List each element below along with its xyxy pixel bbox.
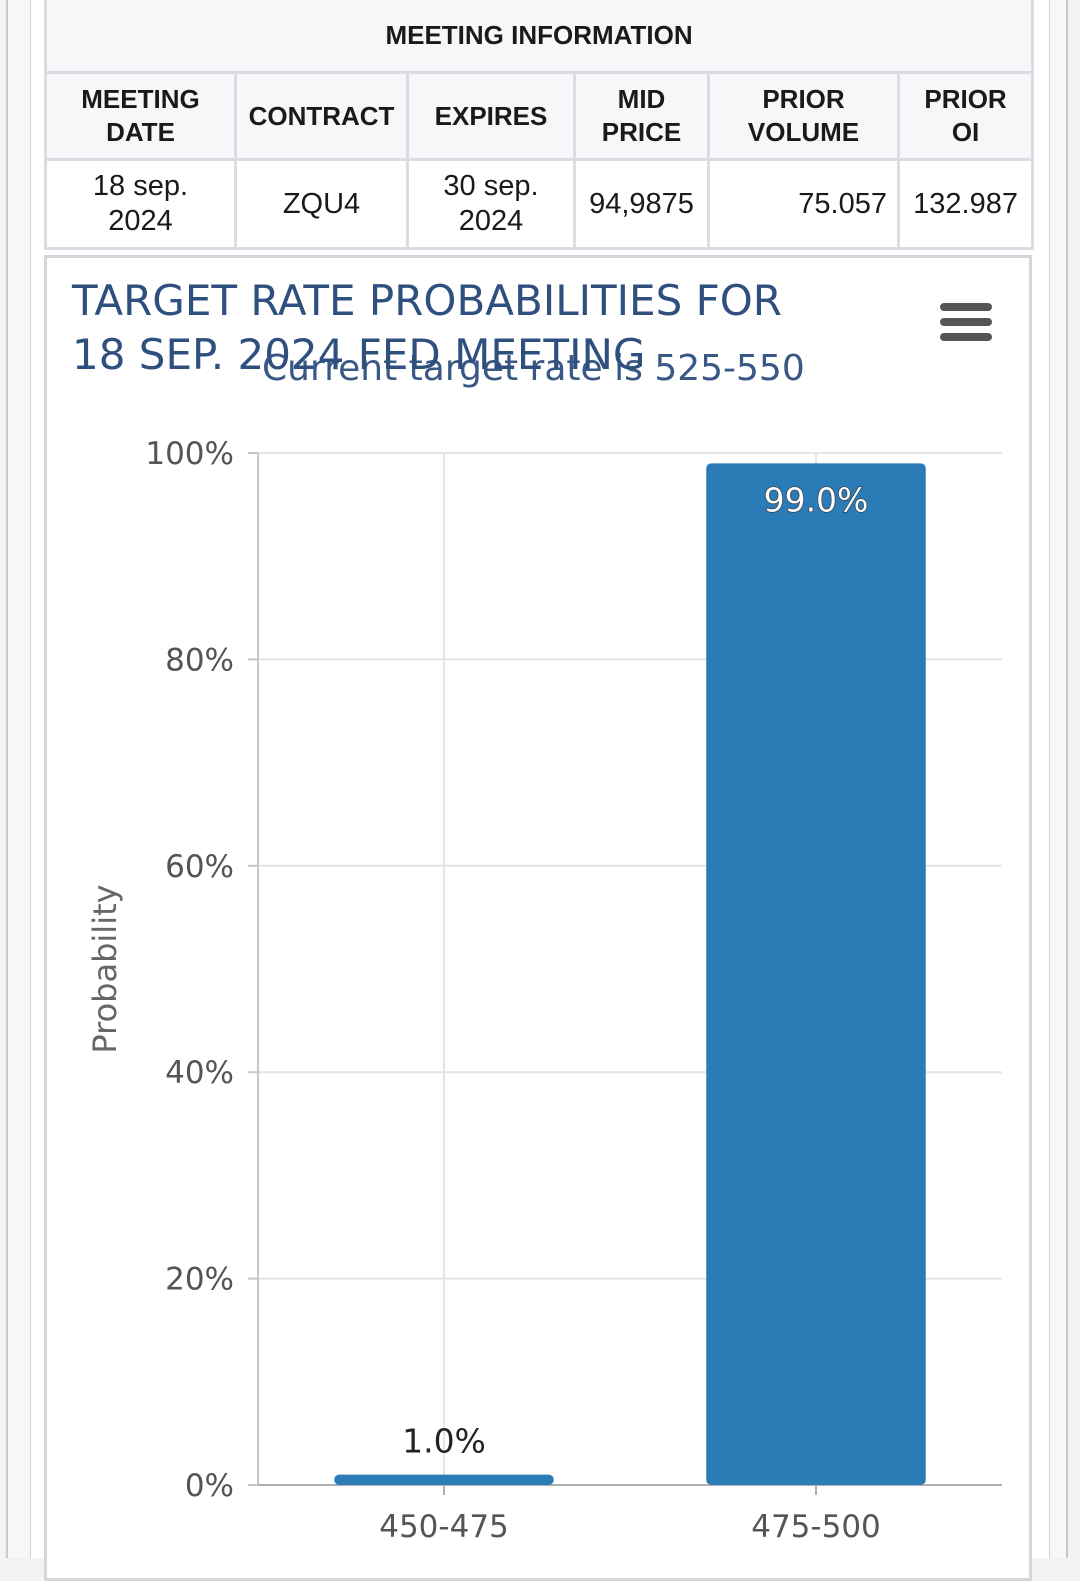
y-tick-label: 40% [165,1055,234,1091]
probability-bar-chart: 0% 20% 40% 60% 80% 100% 450-475 1.0% 475-500 99.0… [71,276,1002,1545]
header-prior-volume: PRIOR VOLUME [707,71,900,161]
table-caption: MEETING INFORMATION [43,0,1035,74]
table-row: 18 sep. 2024 ZQU4 30 sep. 2024 94,9875 75.… [44,158,1035,250]
y-tick-label: 80% [165,642,234,678]
cell-contract: ZQU4 [234,158,409,250]
y-tick-label: 0% [185,1468,234,1504]
y-tick-label: 60% [165,849,234,885]
y-tick-label: 100% [145,436,234,472]
chart-title-line-1: TARGET RATE PROBABILITIES FOR [71,276,782,325]
chart-title-line-2: 18 SEP. 2024 FED MEETING [72,330,645,379]
table-header-row: MEETING DATE CONTRACT EXPIRES MID PRICE PR… [44,71,1035,161]
header-prior-oi: PRIOR OI [896,71,1035,161]
header-mid-price: MID PRICE [573,71,710,161]
hamburger-menu-icon[interactable] [940,303,992,343]
bar-450-475 [334,1474,554,1485]
bar-475-500 [706,463,926,1485]
cell-prior-volume: 75.057 [707,158,900,250]
header-contract: CONTRACT [234,71,409,161]
cell-meeting-date: 18 sep. 2024 [44,158,237,250]
cell-expires: 30 sep. 2024 [406,158,576,250]
data-label: 99.0% [764,480,869,519]
cell-mid-price: 94,9875 [573,158,710,250]
x-tick-label: 475-500 [751,1509,881,1545]
header-expires: EXPIRES [406,71,576,161]
y-axis-title: Probability [86,884,124,1053]
meeting-information-table: MEETING INFORMATION MEETING DATE CONTRACT… [43,0,1035,250]
cell-prior-oi: 132.987 [896,158,1035,250]
chart-subtitle: Current target rate is 525-550 [262,348,805,389]
y-tick-label: 20% [165,1262,234,1298]
x-tick-label: 450-475 [379,1509,509,1545]
header-meeting-date: MEETING DATE [44,71,237,161]
data-label: 1.0% [402,1422,486,1461]
